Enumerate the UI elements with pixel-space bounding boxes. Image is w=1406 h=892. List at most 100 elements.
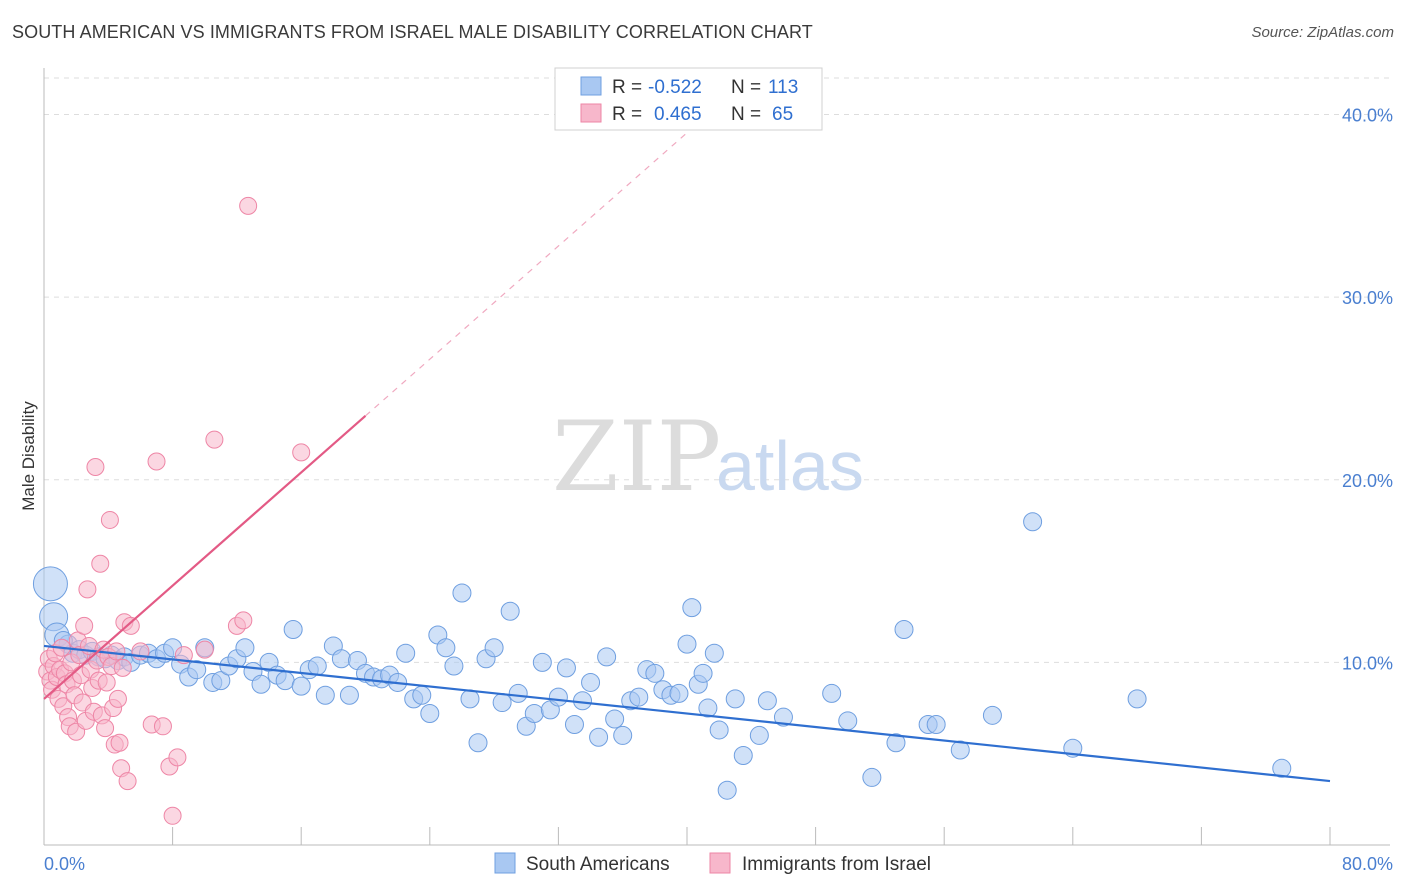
trendline-south-americans bbox=[43, 644, 1331, 783]
data-point-south-americans bbox=[532, 652, 552, 672]
data-point-south-americans bbox=[564, 714, 584, 734]
data-point-south-americans bbox=[926, 714, 946, 734]
data-point-south-americans bbox=[251, 674, 271, 694]
axes bbox=[43, 68, 1390, 846]
data-point-south-americans bbox=[709, 720, 729, 740]
data-point-immigrants-from-israel bbox=[107, 642, 126, 661]
data-point-south-americans bbox=[283, 620, 303, 640]
data-point-immigrants-from-israel bbox=[239, 196, 258, 215]
data-point-south-americans bbox=[444, 656, 464, 676]
data-point-south-americans bbox=[492, 693, 512, 713]
data-point-immigrants-from-israel bbox=[121, 616, 140, 635]
correlation-legend: R = -0.522 N = 113 R = 0.465 N = 65 bbox=[554, 67, 823, 131]
legend-r-label: R = bbox=[612, 77, 642, 98]
data-point-south-americans bbox=[862, 767, 882, 787]
data-point-south-americans bbox=[749, 725, 769, 745]
legend-r-value: 0.465 bbox=[654, 104, 702, 125]
data-point-south-americans bbox=[822, 683, 842, 703]
data-point-south-americans bbox=[733, 746, 753, 766]
data-point-south-americans bbox=[698, 698, 718, 718]
legend-label-south-americans: South Americans bbox=[526, 854, 670, 875]
data-point-south-americans bbox=[500, 601, 520, 621]
data-point-south-americans bbox=[725, 689, 745, 709]
y-tick-label: 40.0% bbox=[1342, 106, 1393, 126]
trendline-immigrants-from-israel bbox=[43, 415, 367, 700]
x-tick-label: 0.0% bbox=[44, 854, 85, 874]
data-point-immigrants-from-israel bbox=[153, 717, 172, 736]
y-tick-label: 20.0% bbox=[1342, 471, 1393, 491]
series-immigrants-from-israel bbox=[38, 196, 311, 825]
data-point-south-americans bbox=[548, 687, 568, 707]
data-point-south-americans bbox=[412, 685, 432, 705]
data-point-south-americans bbox=[613, 725, 633, 745]
data-point-south-americans bbox=[331, 649, 351, 669]
data-point-immigrants-from-israel bbox=[205, 430, 224, 449]
legend-n-value: 65 bbox=[772, 104, 793, 125]
data-point-south-americans bbox=[1023, 512, 1043, 532]
legend-n-label: N = bbox=[731, 77, 761, 98]
data-point-south-americans bbox=[682, 598, 702, 618]
y-tick-label: 30.0% bbox=[1342, 288, 1393, 308]
legend-n-label: N = bbox=[731, 104, 761, 125]
gridlines bbox=[44, 77, 1390, 663]
data-point-south-americans bbox=[677, 634, 697, 654]
data-point-south-americans bbox=[235, 638, 255, 658]
data-point-immigrants-from-israel bbox=[118, 772, 137, 791]
data-point-immigrants-from-israel bbox=[147, 452, 166, 471]
data-point-south-americans bbox=[573, 691, 593, 711]
data-point-immigrants-from-israel bbox=[168, 748, 187, 767]
data-point-immigrants-from-israel bbox=[78, 580, 97, 599]
data-point-immigrants-from-israel bbox=[108, 689, 127, 708]
data-point-south-americans bbox=[211, 671, 231, 691]
legend-r-value: -0.522 bbox=[648, 77, 702, 98]
source-label: Source: ZipAtlas.com bbox=[1251, 24, 1394, 41]
data-point-south-americans bbox=[556, 658, 576, 678]
data-point-immigrants-from-israel bbox=[96, 719, 115, 738]
legend-swatch-south-americans bbox=[494, 852, 516, 874]
data-point-south-americans bbox=[436, 638, 456, 658]
data-point-south-americans bbox=[396, 643, 416, 663]
data-point-south-americans bbox=[187, 660, 207, 680]
data-point-south-americans bbox=[524, 704, 544, 724]
data-point-south-americans bbox=[589, 727, 609, 747]
data-point-south-americans bbox=[307, 656, 327, 676]
trendlines bbox=[43, 132, 1331, 783]
data-point-south-americans bbox=[420, 704, 440, 724]
series-south-americans bbox=[32, 512, 1292, 800]
data-point-immigrants-from-israel bbox=[100, 510, 119, 529]
data-point-south-americans bbox=[484, 638, 504, 658]
watermark: ZIP atlas bbox=[552, 401, 864, 513]
data-point-immigrants-from-israel bbox=[110, 733, 129, 752]
legend-swatch-immigrants-from-israel bbox=[709, 852, 731, 874]
data-point-immigrants-from-israel bbox=[195, 640, 214, 659]
data-point-south-americans bbox=[339, 685, 359, 705]
data-point-south-americans bbox=[950, 740, 970, 760]
data-point-immigrants-from-israel bbox=[91, 554, 110, 573]
data-point-south-americans bbox=[629, 687, 649, 707]
data-point-immigrants-from-israel bbox=[75, 616, 94, 635]
data-point-south-americans bbox=[315, 685, 335, 705]
data-point-south-americans bbox=[468, 733, 488, 753]
watermark-zip: ZIP bbox=[552, 401, 721, 513]
data-point-south-americans bbox=[32, 566, 68, 602]
data-point-south-americans bbox=[717, 780, 737, 800]
data-point-south-americans bbox=[605, 709, 625, 729]
data-point-south-americans bbox=[704, 643, 724, 663]
data-point-immigrants-from-israel bbox=[234, 611, 253, 630]
y-tick-labels: 10.0% 20.0% 30.0% 40.0% bbox=[1342, 106, 1393, 674]
data-point-south-americans bbox=[693, 663, 713, 683]
x-tick-labels: 0.0% 80.0% bbox=[44, 854, 1393, 874]
y-tick-label: 10.0% bbox=[1342, 653, 1393, 673]
data-point-immigrants-from-israel bbox=[163, 806, 182, 825]
data-point-immigrants-from-israel bbox=[292, 443, 311, 462]
data-point-south-americans bbox=[1272, 758, 1292, 778]
data-point-south-americans bbox=[452, 583, 472, 603]
data-point-south-americans bbox=[669, 683, 689, 703]
data-point-south-americans bbox=[508, 683, 528, 703]
chart-title: SOUTH AMERICAN VS IMMIGRANTS FROM ISRAEL… bbox=[12, 22, 813, 42]
data-point-immigrants-from-israel bbox=[86, 457, 105, 476]
data-point-south-americans bbox=[275, 671, 295, 691]
legend-label-immigrants-from-israel: Immigrants from Israel bbox=[742, 854, 931, 875]
data-point-south-americans bbox=[757, 691, 777, 711]
